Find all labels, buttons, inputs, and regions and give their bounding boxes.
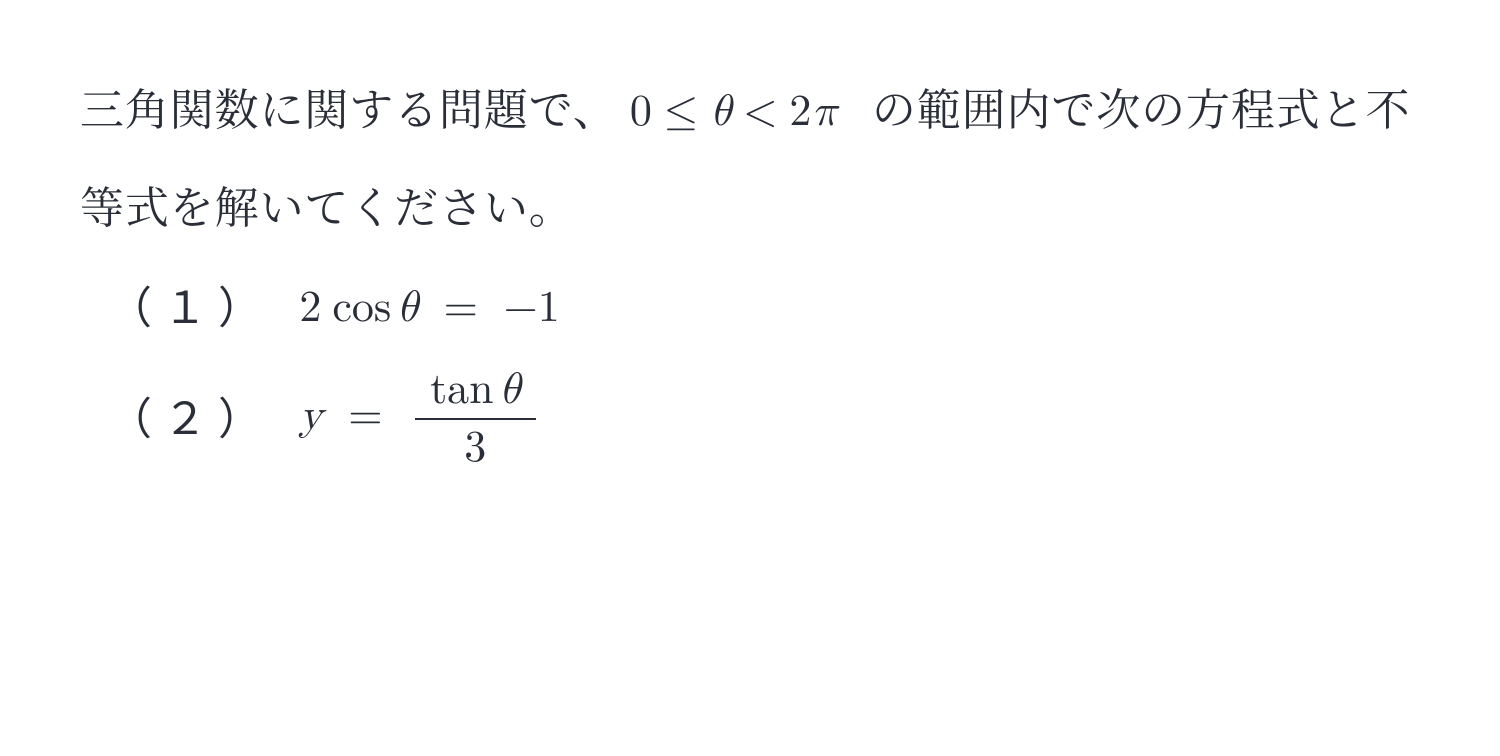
fraction-bar — [415, 418, 536, 420]
fraction-denominator: 3 — [449, 424, 502, 472]
theta-range: 0≤θ<2π — [630, 90, 855, 134]
y-var: y — [299, 394, 322, 438]
item-number: ２ — [163, 395, 218, 444]
item-label-1: （１） — [108, 281, 273, 336]
tan-fn: tan — [430, 368, 494, 412]
intro-text-1: 三角関数に関する問題で、 — [80, 74, 618, 138]
rhs-value: −1 — [503, 286, 559, 330]
fraction: tanθ 3 — [415, 366, 536, 473]
coeff: 2 — [299, 286, 321, 330]
problem-item-1: （１） 2cosθ = −1 — [108, 281, 1420, 336]
paren-close: ） — [218, 284, 273, 333]
equals: = — [348, 394, 382, 438]
paren-open: （ — [108, 395, 163, 444]
item-label-2: （２） — [108, 392, 273, 447]
paren-close: ） — [218, 395, 273, 444]
math-problem-page: 三角関数に関する問題で、 0≤θ<2π の範囲内で次の方程式と不等式を解いてくだ… — [0, 0, 1500, 473]
equals: = — [444, 286, 478, 330]
fraction-numerator: tanθ — [415, 366, 536, 414]
problem-item-2: （２） y = tanθ 3 — [108, 366, 1420, 473]
problem-intro: 三角関数に関する問題で、 0≤θ<2π の範囲内で次の方程式と不等式を解いてくだ… — [80, 60, 1420, 251]
problem-list: （１） 2cosθ = −1 （２） y = tanθ 3 — [80, 281, 1420, 473]
cos-fn: cos — [332, 286, 391, 330]
theta-var: θ — [499, 368, 520, 412]
equation-2: y = tanθ 3 — [299, 366, 542, 473]
paren-open: （ — [108, 284, 163, 333]
item-number: １ — [163, 284, 218, 333]
theta-var: θ — [397, 286, 418, 330]
equation-1: 2cosθ = −1 — [299, 281, 559, 336]
